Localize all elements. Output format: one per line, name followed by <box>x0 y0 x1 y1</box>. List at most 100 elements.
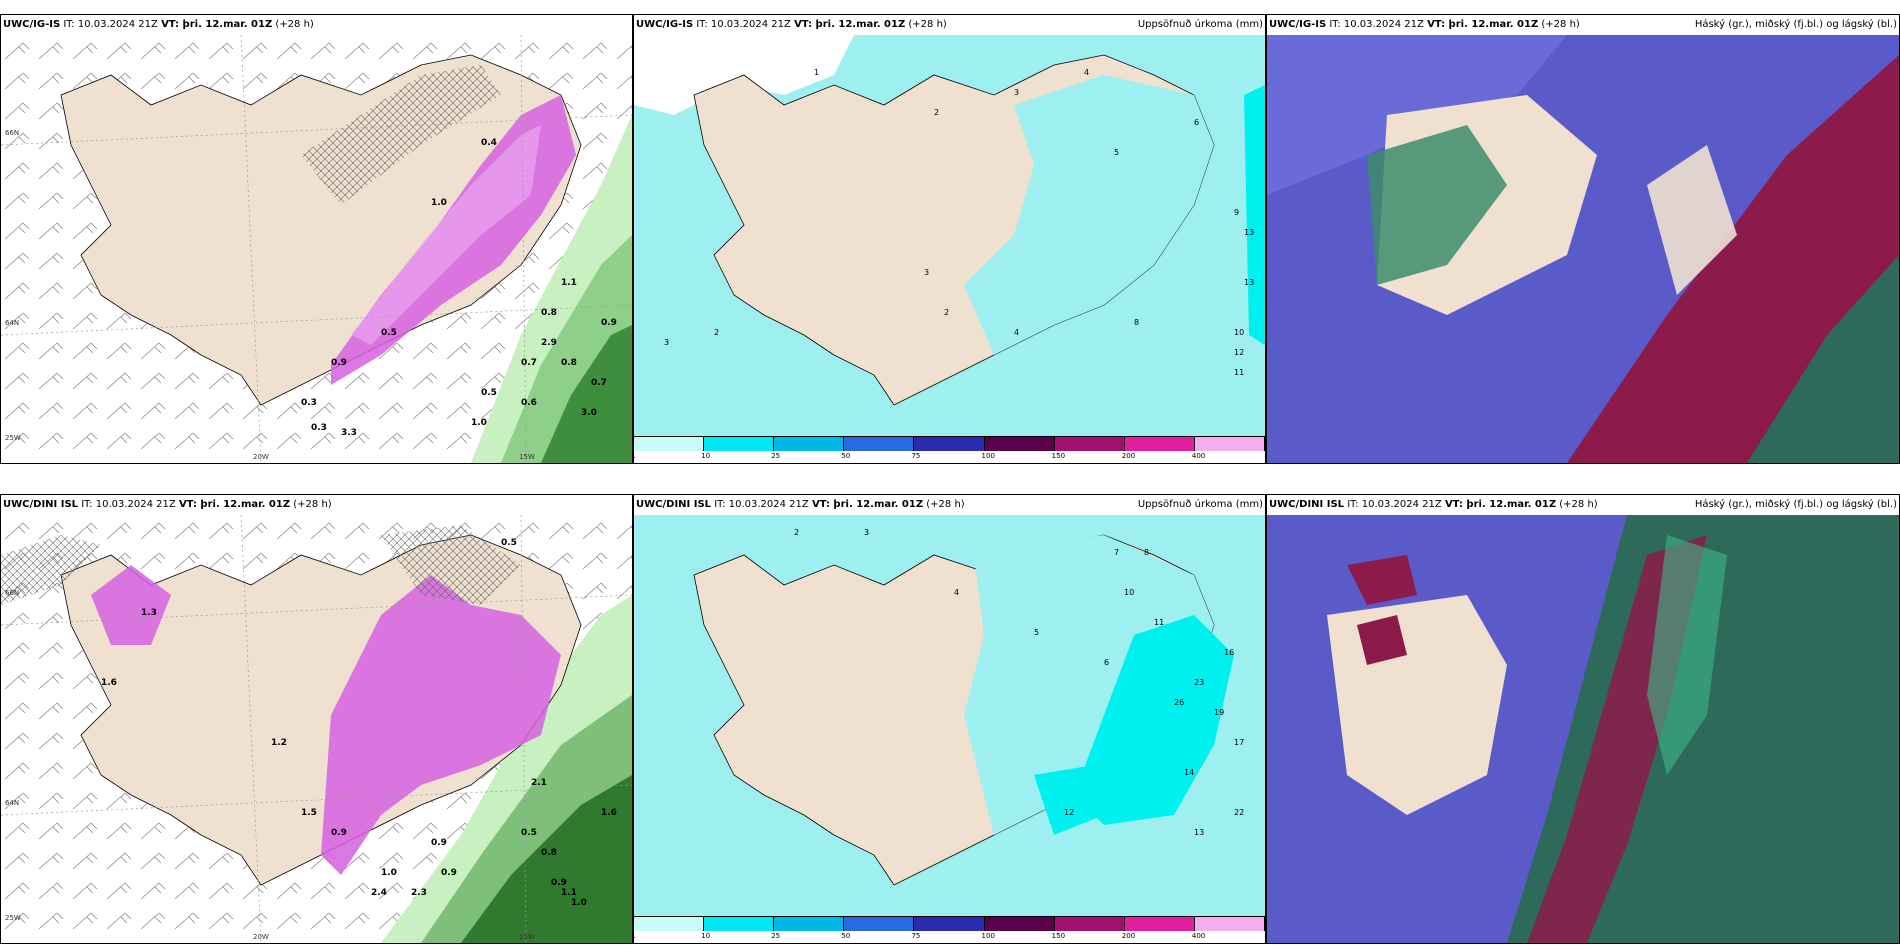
colorbar-cell <box>1124 437 1195 451</box>
value-label: 0.9 <box>431 838 447 848</box>
wind-map: 66N 64N 20W 15W 25W 0.51.31.61.21.50.91.… <box>1 515 632 943</box>
panel-igis-precip: UWC/IG-IS IT: 10.03.2024 21Z VT: þri. 12… <box>633 14 1266 464</box>
value-label: 3.0 <box>581 408 597 418</box>
colorbar-cell <box>1194 917 1265 931</box>
value-label: 1.5 <box>301 808 317 818</box>
value-label: 1.3 <box>141 608 157 618</box>
panel-dini-cloud: UWC/DINI ISL IT: 10.03.2024 21Z VT: þri.… <box>1266 494 1900 944</box>
value-label: 3.3 <box>341 428 357 438</box>
colorbar-tick: 400 <box>1191 452 1206 460</box>
panel-header: UWC/IG-IS IT: 10.03.2024 21Z VT: þri. 12… <box>1 15 632 35</box>
colorbar-cell <box>634 437 705 451</box>
panel-subtitle: Háský (gr.), miðský (fj.bl.) og lágský (… <box>1694 19 1897 30</box>
value-label: 0.9 <box>551 878 567 888</box>
colorbar-cell <box>844 437 915 451</box>
value-label: 16 <box>1224 648 1234 657</box>
value-label: 0.5 <box>521 828 537 838</box>
value-label: 0.6 <box>521 398 537 408</box>
value-label: 2 <box>934 108 939 117</box>
lat-label: 64N <box>5 799 19 807</box>
panel-header: UWC/DINI ISL IT: 10.03.2024 21Z VT: þri.… <box>1267 495 1899 515</box>
cloud-map <box>1267 35 1899 463</box>
value-label: 1.0 <box>471 418 487 428</box>
value-label: 9 <box>1234 208 1239 217</box>
colorbar-cell <box>1054 917 1125 931</box>
lon-label: 15W <box>519 453 535 461</box>
panel-header: UWC/DINI ISL IT: 10.03.2024 21Z VT: þri.… <box>1 495 632 515</box>
panel-dini-precip: UWC/DINI ISL IT: 10.03.2024 21Z VT: þri.… <box>633 494 1266 944</box>
value-label: 3 <box>924 268 929 277</box>
panel-header: UWC/IG-IS IT: 10.03.2024 21Z VT: þri. 12… <box>634 15 1265 35</box>
value-label: 6 <box>1194 118 1199 127</box>
value-label: 3 <box>1014 88 1019 97</box>
value-label: 0.8 <box>541 848 557 858</box>
colorbar-tick: 400 <box>1191 932 1206 940</box>
iceland-land <box>60 54 582 406</box>
value-label: 2.1 <box>531 778 547 788</box>
value-label: 4 <box>1014 328 1019 337</box>
value-label: 19 <box>1214 708 1224 717</box>
panel-subtitle: Háský (gr.), miðský (fj.bl.) og lágský (… <box>1694 499 1897 510</box>
value-label: 23 <box>1194 678 1204 687</box>
colorbar-tick: 10 <box>701 452 711 460</box>
colorbar-cell <box>914 437 985 451</box>
colorbar-tick: 75 <box>911 932 921 940</box>
value-label: 26 <box>1174 698 1184 707</box>
value-label: 0.9 <box>331 828 347 838</box>
colorbar-tick: 25 <box>771 932 781 940</box>
value-label: 17 <box>1234 738 1244 747</box>
colorbar-cell <box>984 917 1055 931</box>
value-label: 0.3 <box>311 423 327 433</box>
value-label: 1.0 <box>431 198 447 208</box>
value-label: 0.9 <box>441 868 457 878</box>
colorbar-tick: 1 <box>634 931 704 943</box>
value-label: 1.1 <box>561 888 577 898</box>
colorbar-tick: 50 <box>841 452 851 460</box>
value-label: 0.9 <box>331 358 347 368</box>
colorbar-tick: 150 <box>1051 932 1066 940</box>
panel-header: UWC/DINI ISL IT: 10.03.2024 21Z VT: þri.… <box>634 495 1265 515</box>
colorbar-tick: 200 <box>1121 452 1136 460</box>
value-label: 12 <box>1064 808 1074 817</box>
value-label: 5 <box>1114 148 1119 157</box>
colorbar-cell <box>704 917 775 931</box>
value-label: 0.5 <box>381 328 397 338</box>
colorbar-tick: 50 <box>841 932 851 940</box>
value-label: 0.4 <box>481 138 497 148</box>
value-label: 1 <box>814 68 819 77</box>
value-label: 2 <box>944 308 949 317</box>
value-label: 1.1 <box>561 278 577 288</box>
colorbar-cell <box>844 917 915 931</box>
colorbar-cell <box>1054 437 1125 451</box>
value-label: 1.6 <box>601 808 617 818</box>
value-label: 1.2 <box>271 738 287 748</box>
panel-header: UWC/IG-IS IT: 10.03.2024 21Z VT: þri. 12… <box>1267 15 1899 35</box>
value-label: 13 <box>1194 828 1204 837</box>
colorbar-cell <box>914 917 985 931</box>
value-label: 0.8 <box>561 358 577 368</box>
value-label: 1.0 <box>571 898 587 908</box>
panel-dini-wind: UWC/DINI ISL IT: 10.03.2024 21Z VT: þri.… <box>0 494 633 944</box>
colorbar-cell <box>704 437 775 451</box>
value-label: 13 <box>1244 278 1254 287</box>
value-label: 0.5 <box>481 388 497 398</box>
lat-label: 66N <box>5 129 19 137</box>
value-label: 0.3 <box>301 398 317 408</box>
value-label: 10 <box>1124 588 1134 597</box>
value-label: 4 <box>954 588 959 597</box>
value-label: 0.5 <box>501 538 517 548</box>
value-label: 6 <box>1104 658 1109 667</box>
colorbar-cell <box>774 917 845 931</box>
value-label: 2.4 <box>371 888 387 898</box>
panel-igis-cloud: UWC/IG-IS IT: 10.03.2024 21Z VT: þri. 12… <box>1266 14 1900 464</box>
colorbar-cell <box>1194 437 1265 451</box>
value-label: 0.7 <box>591 378 607 388</box>
value-label: 0.8 <box>541 308 557 318</box>
value-label: 2 <box>794 528 799 537</box>
lat-label: 66N <box>5 589 19 597</box>
value-label: 14 <box>1184 768 1194 777</box>
value-label: 8 <box>1134 318 1139 327</box>
colorbar-tick: 150 <box>1051 452 1066 460</box>
